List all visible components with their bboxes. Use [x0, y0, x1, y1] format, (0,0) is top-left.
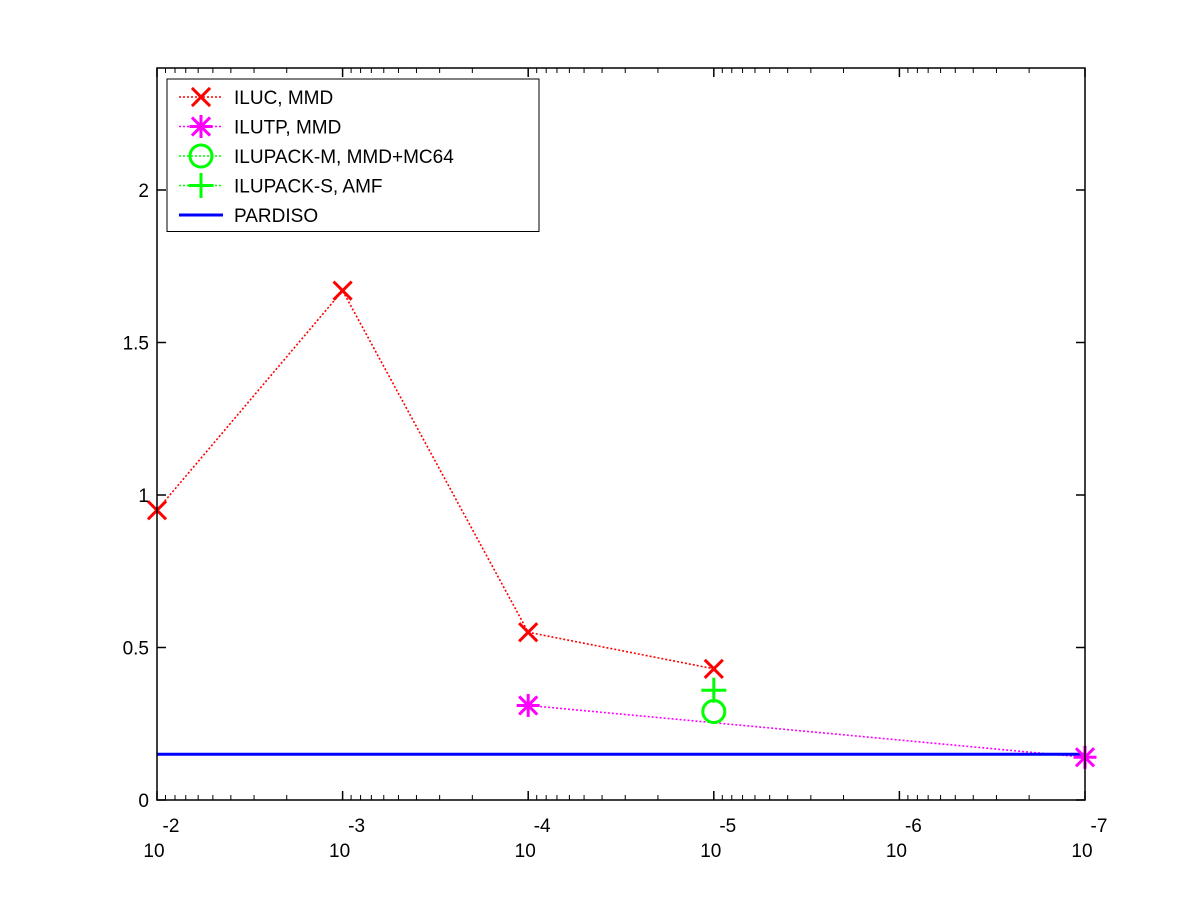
x-tick-label-exponent: -6 [905, 816, 922, 837]
legend-entry-label: ILUPACK-M, MMD+MC64 [234, 147, 454, 168]
series-line [156, 289, 714, 670]
x-axis-ticks: 10 -2 10 -3 10 -4 10 -5 10 -6 10 -7 [143, 68, 1107, 862]
x-tick-label-exponent: -7 [1091, 816, 1108, 837]
data-point-marker [703, 658, 724, 679]
series-line [528, 704, 1086, 759]
data-point-marker [332, 280, 353, 301]
axes-box [156, 67, 1086, 801]
y-axis-ticks: 0 0.5 1 1.5 2 [123, 181, 1085, 812]
legend-box [166, 78, 540, 232]
data-point-marker [189, 115, 213, 138]
y-tick-label: 1 [138, 486, 149, 507]
y-tick-label: 2 [138, 181, 149, 202]
x-tick-label-base: 10 [886, 841, 907, 862]
data-point-marker [188, 173, 214, 198]
legend: ILUC, MMD ILUTP, MMD ILUPACK-M, MMD+MC64 IL… [166, 78, 540, 232]
data-point-marker [190, 86, 212, 108]
y-tick-label: 0 [138, 791, 149, 812]
legend-entry-label: ILUPACK-S, AMF [234, 177, 383, 198]
data-point-marker [516, 693, 540, 717]
x-tick-label-base: 10 [700, 841, 721, 862]
data-point-marker [518, 622, 539, 643]
plot-lines [156, 289, 1086, 759]
data-point-marker [701, 677, 727, 703]
y-tick-label: 1.5 [123, 334, 149, 355]
x-tick-label-base: 10 [515, 841, 536, 862]
x-tick-label-base: 10 [1071, 841, 1092, 862]
y-tick-label: 0.5 [123, 639, 149, 660]
x-tick-label-base: 10 [143, 841, 164, 862]
x-tick-label-base: 10 [329, 841, 350, 862]
x-tick-label-exponent: -3 [348, 816, 365, 837]
x-tick-label-exponent: -2 [163, 816, 180, 837]
legend-entry-label: PARDISO [234, 206, 318, 227]
x-tick-label-exponent: -5 [719, 816, 736, 837]
legend-entry-label: ILUTP, MMD [234, 118, 341, 139]
x-tick-label-exponent: -4 [534, 816, 551, 837]
legend-entry-label: ILUC, MMD [234, 88, 333, 109]
data-point-marker [188, 143, 214, 169]
